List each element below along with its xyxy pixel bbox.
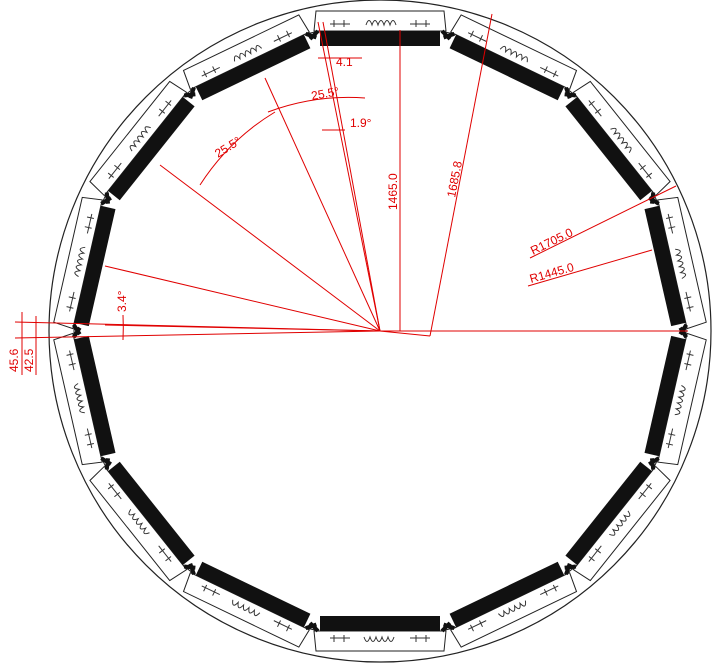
- dim-label: 1685.8: [444, 160, 465, 199]
- dim-label: 1465.0: [386, 173, 400, 210]
- dim-label: 25.5°: [212, 134, 243, 161]
- dim-label: 1.9°: [350, 116, 372, 130]
- dimension-lines: [14, 13, 688, 375]
- dim-label: 45.6: [7, 348, 21, 372]
- dim-label: R1445.0: [528, 260, 576, 286]
- dim-label: 42.5: [22, 348, 36, 372]
- dim-label: 3.4°: [115, 290, 129, 312]
- dim-label: 4.1: [336, 55, 353, 69]
- dim-label: 25.5°: [310, 84, 340, 103]
- dim-label: R1705.0: [528, 225, 575, 258]
